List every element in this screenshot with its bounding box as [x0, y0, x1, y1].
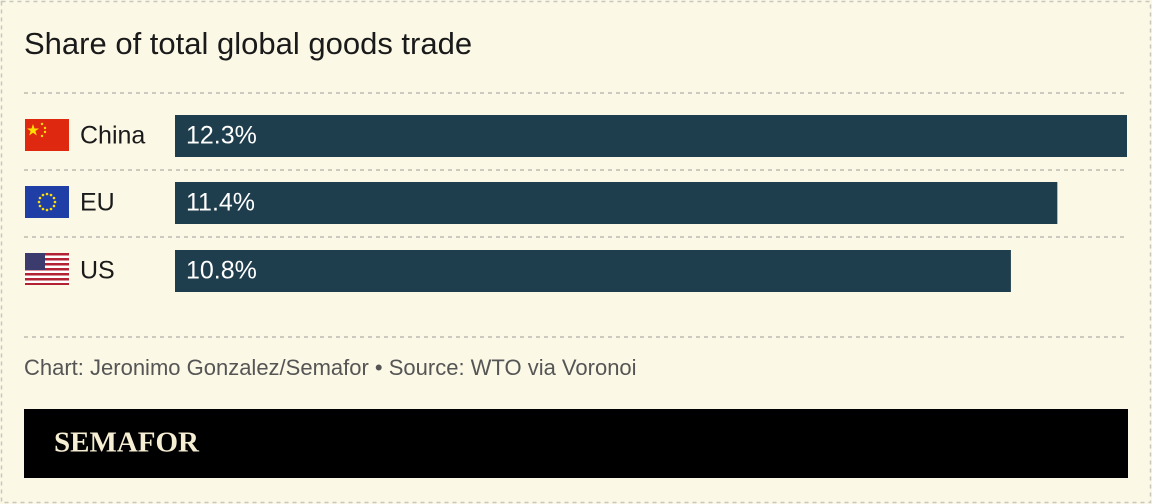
- value-label: 11.4%: [186, 189, 255, 217]
- flag-china: [25, 119, 69, 151]
- source-note: Chart: Jeronimo Gonzalez/Semafor • Sourc…: [24, 355, 637, 380]
- category-label: China: [80, 122, 145, 150]
- value-label: 10.8%: [186, 257, 257, 285]
- brand-logo: SEMAFOR: [54, 427, 200, 459]
- bar: [175, 182, 1058, 224]
- chart-title: Share of total global goods trade: [24, 26, 472, 61]
- flag-us: [25, 253, 69, 285]
- bar: [175, 250, 1011, 292]
- bar: [175, 115, 1127, 157]
- value-label: 12.3%: [186, 122, 257, 150]
- flag-eu: [25, 186, 69, 218]
- category-label: EU: [80, 189, 115, 217]
- brand-band: [24, 409, 1128, 478]
- category-label: US: [80, 257, 115, 285]
